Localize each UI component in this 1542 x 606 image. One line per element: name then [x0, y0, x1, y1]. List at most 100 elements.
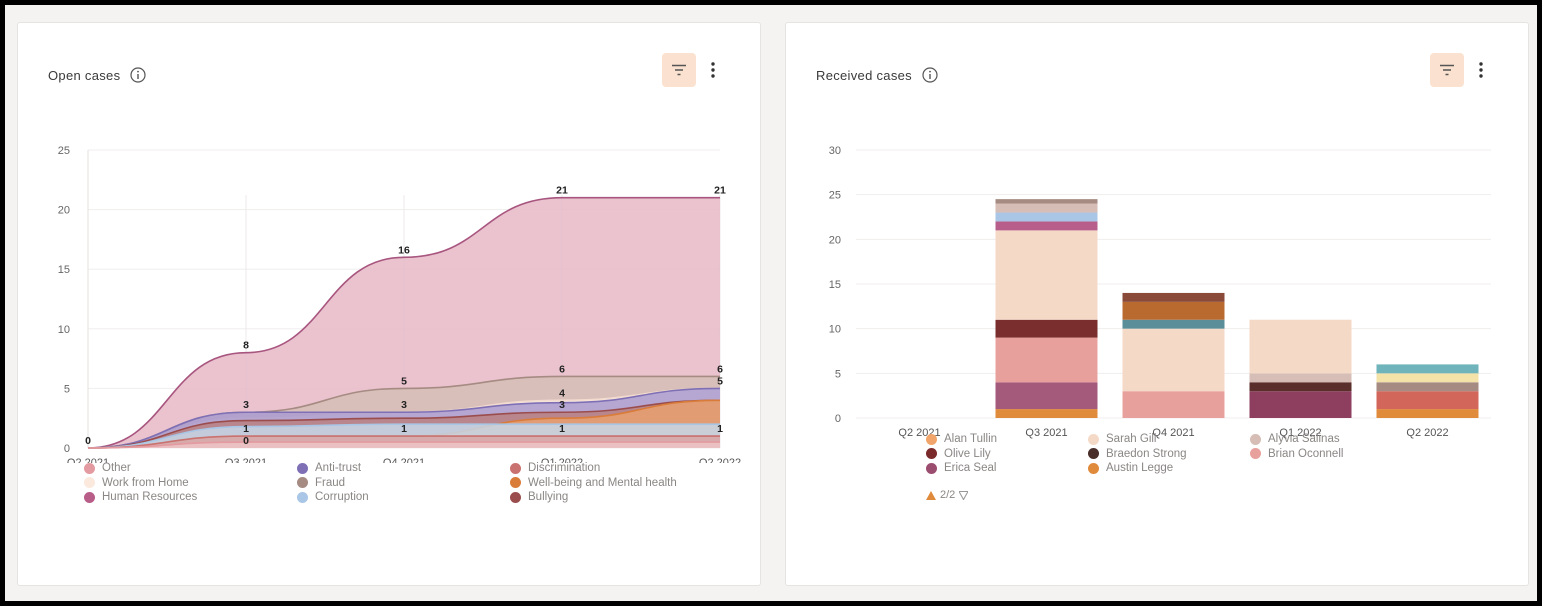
y-tick-label: 10 [829, 324, 841, 336]
legend-pager: 2/2 [926, 489, 969, 501]
bar-segment [995, 212, 1098, 222]
legend-item[interactable]: Alan Tullin [926, 433, 997, 445]
legend-item[interactable]: Well-being and Mental health [510, 477, 677, 489]
arrow-up-icon[interactable] [926, 490, 936, 500]
info-icon[interactable] [130, 67, 146, 83]
legend-item[interactable]: Erica Seal [926, 462, 996, 474]
legend-item[interactable]: Braedon Strong [1088, 448, 1187, 460]
legend-label: Erica Seal [944, 462, 997, 474]
bar-segment [1376, 373, 1479, 383]
legend-swatch [510, 477, 521, 488]
y-tick-label: 20 [829, 234, 841, 246]
legend-item[interactable]: Austin Legge [1088, 462, 1173, 474]
legend-label: Bullying [528, 491, 569, 503]
legend-item[interactable]: Olive Lily [926, 448, 991, 460]
y-tick-label: 25 [58, 145, 70, 157]
data-label: 5 [717, 375, 723, 387]
data-label: 6 [717, 363, 723, 375]
data-label: 1 [559, 423, 565, 435]
line-human-resources [87, 196, 720, 449]
data-label: 1 [717, 423, 723, 435]
y-tick-label: 15 [58, 264, 70, 276]
legend-item[interactable]: Work from Home [84, 477, 189, 489]
legend-label: Well-being and Mental health [528, 476, 677, 489]
received-cases-card: Received cases 0 5 10 15 20 25 30 Q2 2021 Q3 202… [785, 22, 1529, 586]
legend-item[interactable]: Human Resources [84, 491, 197, 503]
bar-segment [1249, 382, 1352, 392]
legend-item[interactable]: Alyvia Salinas [1250, 433, 1340, 445]
legend-swatch [297, 477, 308, 488]
filter-icon [672, 64, 686, 76]
data-label: 3 [401, 399, 407, 411]
bar-segment [1376, 364, 1479, 374]
y-tick-label: 0 [64, 443, 70, 455]
legend-item[interactable]: Sarah Gill [1088, 433, 1157, 445]
legend-label: Alyvia Salinas [1268, 433, 1340, 445]
y-tick-label: 20 [58, 205, 70, 217]
legend-label: Olive Lily [944, 447, 991, 460]
legend-label: Discrimination [528, 462, 601, 474]
legend-pager-label: 2/2 [940, 489, 956, 501]
x-tick-label: Q3 2021 [225, 457, 267, 463]
x-tick-label: Q1 2022 [1279, 427, 1321, 439]
bar-segment [1249, 373, 1352, 383]
y-tick-label: 5 [835, 368, 841, 380]
legend-item[interactable]: Brian Oconnell [1250, 448, 1343, 460]
x-tick-label: Q2 2021 [67, 457, 109, 463]
legend-swatch [297, 491, 308, 503]
bar-segment [995, 199, 1098, 204]
y-tick-label: 5 [64, 383, 70, 395]
received-cases-filter-button[interactable] [1430, 53, 1464, 87]
info-icon[interactable] [922, 67, 938, 83]
line-discrimination [87, 435, 720, 449]
x-tick-label: Q4 2021 [383, 457, 425, 463]
open-cases-more-button[interactable] [706, 59, 720, 81]
more-vertical-icon [711, 62, 715, 78]
bar-segment [1376, 382, 1479, 392]
received-cases-more-button[interactable] [1474, 59, 1488, 81]
received-cases-title-row: Received cases [816, 67, 938, 83]
legend-item[interactable]: Fraud [297, 477, 345, 489]
arrow-down-icon[interactable] [959, 490, 969, 500]
legend-swatch [926, 462, 937, 474]
open-cases-filter-button[interactable] [662, 53, 696, 87]
bar-segment [1122, 391, 1225, 418]
line-corruption [87, 423, 720, 449]
line-anti-trust [87, 387, 721, 449]
legend-swatch [1088, 448, 1099, 459]
bar-segment [995, 221, 1098, 231]
data-label: 21 [556, 185, 568, 197]
y-tick-label: 15 [829, 279, 841, 291]
legend-swatch [297, 462, 308, 474]
data-label: 21 [714, 185, 726, 197]
line-bullying [87, 399, 721, 449]
bar-segment [1249, 319, 1352, 374]
legend-label: Braedon Strong [1106, 447, 1187, 460]
data-label: 3 [559, 399, 565, 411]
legend-swatch [1250, 448, 1261, 459]
x-tick-label: Q2 2022 [699, 457, 741, 463]
legend-swatch [510, 462, 521, 474]
x-tick-label: Q3 2021 [1025, 427, 1067, 439]
legend-label: Alan Tullin [944, 433, 998, 445]
bar-segment [995, 337, 1098, 383]
legend-item[interactable]: Other [84, 462, 131, 474]
legend-item[interactable]: Bullying [510, 491, 568, 503]
legend-item[interactable]: Anti-trust [297, 462, 361, 474]
legend-swatch [84, 462, 95, 474]
legend-item[interactable]: Corruption [297, 491, 369, 503]
legend-label: Other [102, 462, 131, 474]
open-cases-title-row: Open cases [48, 67, 146, 83]
data-label: 0 [243, 435, 249, 447]
bar-segment [1122, 328, 1225, 392]
legend-item[interactable]: Discrimination [510, 462, 600, 474]
bar-segment [1249, 391, 1352, 418]
more-vertical-icon [1479, 62, 1483, 78]
legend-swatch [84, 491, 95, 503]
filter-icon [1440, 64, 1454, 76]
bar-segment [995, 203, 1098, 213]
x-tick-label: Q1 2022 [541, 457, 583, 463]
bar-segment [1122, 301, 1225, 320]
open-cases-legend: Other Work from Home Human Resources Anti-t… [84, 462, 724, 512]
